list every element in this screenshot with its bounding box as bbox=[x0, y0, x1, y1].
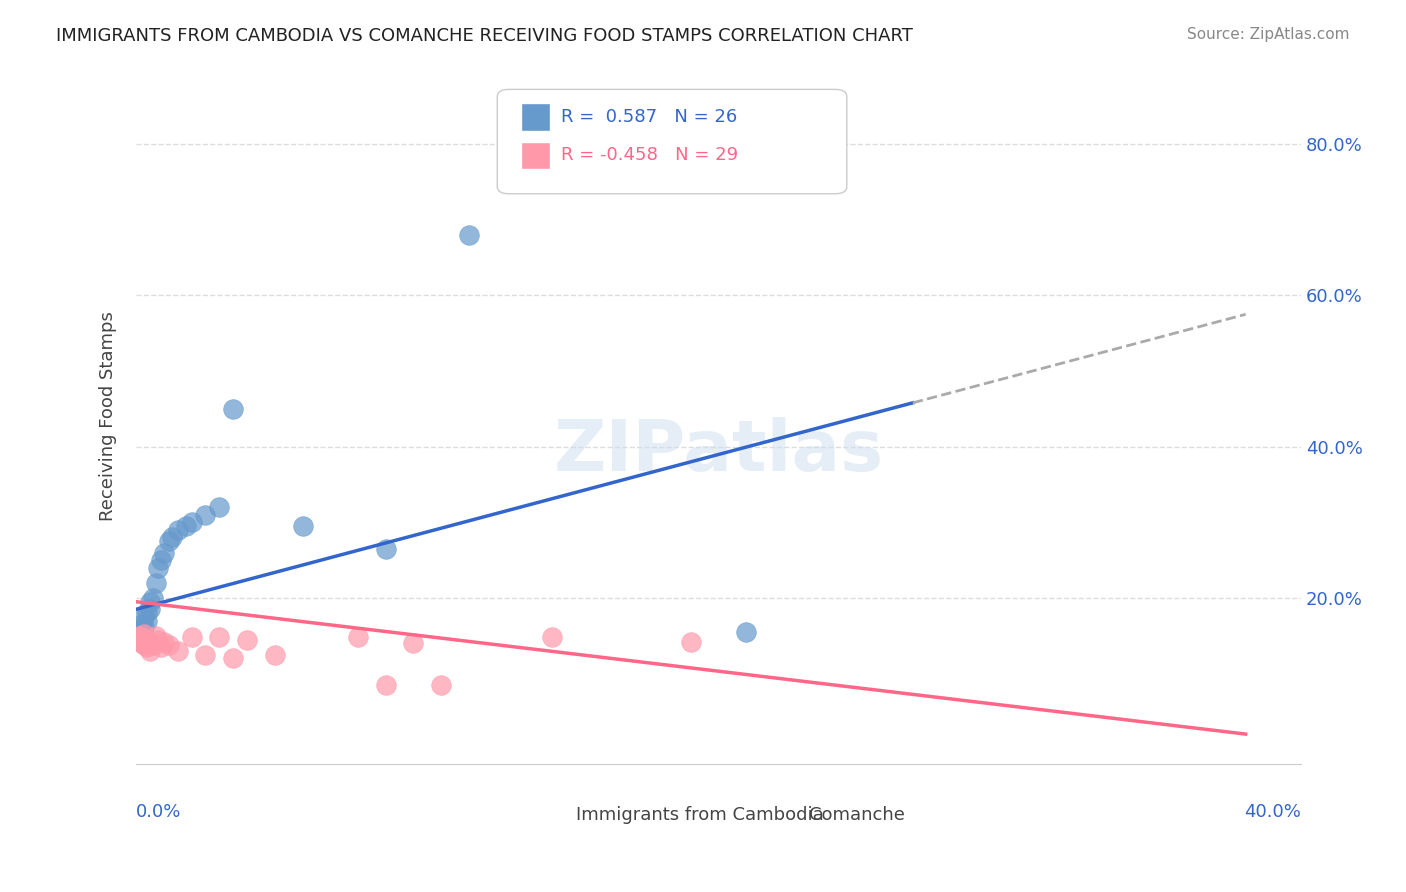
Y-axis label: Receiving Food Stamps: Receiving Food Stamps bbox=[100, 311, 117, 521]
Point bbox=[142, 591, 165, 605]
Point bbox=[131, 621, 153, 635]
Point bbox=[148, 560, 170, 574]
Point bbox=[180, 516, 202, 530]
Point bbox=[236, 632, 259, 647]
Text: Source: ZipAtlas.com: Source: ZipAtlas.com bbox=[1187, 27, 1350, 42]
Point bbox=[139, 602, 162, 616]
Text: Comanche: Comanche bbox=[810, 806, 905, 824]
Point bbox=[139, 595, 162, 609]
Point bbox=[735, 625, 758, 640]
Point bbox=[131, 630, 153, 644]
Text: Immigrants from Cambodia: Immigrants from Cambodia bbox=[576, 806, 824, 824]
Point bbox=[263, 648, 285, 662]
Point bbox=[541, 630, 564, 644]
Point bbox=[136, 632, 159, 647]
Point bbox=[157, 534, 180, 549]
Point bbox=[180, 630, 202, 644]
Point bbox=[157, 638, 180, 652]
Point bbox=[134, 620, 156, 634]
Point bbox=[458, 227, 481, 242]
Point bbox=[134, 610, 156, 624]
Text: ZIPatlas: ZIPatlas bbox=[554, 417, 884, 486]
Point bbox=[131, 636, 153, 650]
Bar bbox=[538, 806, 567, 823]
Text: IMMIGRANTS FROM CAMBODIA VS COMANCHE RECEIVING FOOD STAMPS CORRELATION CHART: IMMIGRANTS FROM CAMBODIA VS COMANCHE REC… bbox=[56, 27, 912, 45]
Point bbox=[134, 627, 156, 641]
Point bbox=[145, 575, 167, 590]
Point bbox=[150, 553, 173, 567]
Point bbox=[136, 640, 159, 654]
Point bbox=[430, 678, 453, 692]
Text: 40.0%: 40.0% bbox=[1244, 803, 1301, 821]
Point bbox=[174, 519, 197, 533]
Point bbox=[208, 500, 231, 515]
Point bbox=[145, 629, 167, 643]
Point bbox=[208, 630, 231, 644]
Point bbox=[679, 635, 702, 649]
Point bbox=[139, 644, 162, 658]
Point bbox=[374, 678, 396, 692]
Point bbox=[291, 519, 314, 533]
Point bbox=[194, 648, 217, 662]
Point bbox=[222, 401, 245, 416]
Text: R =  0.587   N = 26: R = 0.587 N = 26 bbox=[561, 108, 738, 127]
Point bbox=[150, 640, 173, 654]
Point bbox=[139, 635, 162, 649]
Point bbox=[347, 630, 370, 644]
Point bbox=[128, 629, 150, 643]
Point bbox=[136, 605, 159, 619]
Bar bbox=[520, 103, 550, 131]
FancyBboxPatch shape bbox=[498, 89, 846, 194]
Point bbox=[166, 523, 188, 537]
Point bbox=[153, 545, 176, 559]
Bar bbox=[770, 806, 800, 823]
Point bbox=[136, 614, 159, 628]
Point bbox=[222, 651, 245, 665]
Point bbox=[166, 644, 188, 658]
Text: 0.0%: 0.0% bbox=[136, 803, 181, 821]
Bar bbox=[520, 142, 550, 169]
Point bbox=[160, 531, 183, 545]
Point bbox=[131, 617, 153, 632]
Point bbox=[153, 635, 176, 649]
Point bbox=[194, 508, 217, 522]
Text: R = -0.458   N = 29: R = -0.458 N = 29 bbox=[561, 146, 738, 164]
Point bbox=[142, 638, 165, 652]
Point bbox=[402, 636, 425, 650]
Point bbox=[128, 632, 150, 647]
Point bbox=[128, 625, 150, 640]
Point bbox=[374, 541, 396, 556]
Point bbox=[134, 638, 156, 652]
Point bbox=[148, 632, 170, 647]
